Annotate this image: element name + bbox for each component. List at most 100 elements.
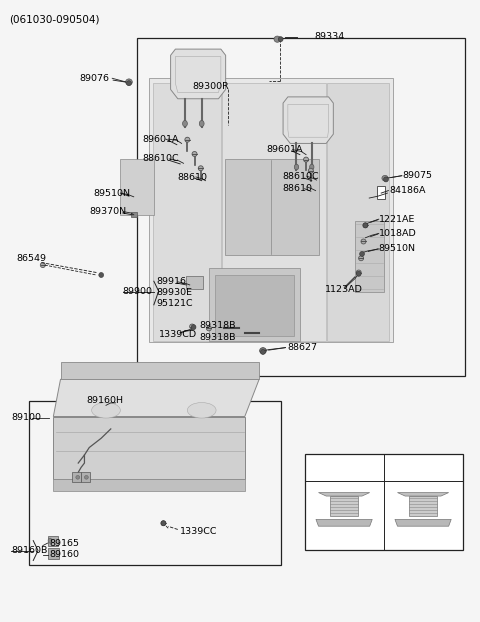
Polygon shape [283,97,333,144]
Polygon shape [327,83,389,341]
Text: 88610C: 88610C [142,154,179,164]
Ellipse shape [261,350,265,355]
Ellipse shape [190,324,194,329]
Polygon shape [209,267,300,341]
Polygon shape [153,83,221,341]
Ellipse shape [99,272,104,277]
Polygon shape [316,519,372,526]
Polygon shape [222,83,326,341]
Polygon shape [53,478,245,491]
Bar [29,401,281,565]
Polygon shape [397,493,449,496]
FancyArrowPatch shape [278,38,280,40]
Polygon shape [319,493,370,496]
Polygon shape [225,159,319,255]
Ellipse shape [360,251,364,256]
Ellipse shape [187,402,216,418]
Ellipse shape [48,538,52,543]
Ellipse shape [356,270,361,275]
Text: 95121C: 95121C [156,299,193,308]
Ellipse shape [161,521,166,526]
Polygon shape [53,379,259,417]
Text: 1221AE: 1221AE [379,215,415,224]
Ellipse shape [161,521,166,526]
Text: 89160H: 89160H [86,396,123,406]
Text: 89916: 89916 [156,277,186,286]
Polygon shape [395,519,451,526]
Ellipse shape [191,325,196,330]
Bar [131,211,137,217]
Text: 89075: 89075 [403,171,433,180]
Ellipse shape [363,223,368,228]
Text: 1123AD: 1123AD [325,285,363,294]
Bar [48,536,58,545]
Ellipse shape [294,164,299,170]
Text: 89900: 89900 [123,287,153,295]
Bar [305,453,463,550]
Text: 89601A: 89601A [266,145,303,154]
Text: 89160B: 89160B [11,546,48,555]
Text: 89601A: 89601A [142,134,179,144]
Bar [137,38,465,376]
Text: 89318B: 89318B [199,333,236,341]
Text: 88627: 88627 [287,343,317,352]
Ellipse shape [182,121,187,127]
Text: 86549: 86549 [16,254,46,263]
FancyArrowPatch shape [263,350,266,352]
Ellipse shape [356,271,361,276]
Ellipse shape [127,81,132,86]
Ellipse shape [274,36,281,42]
Text: 89076: 89076 [80,74,109,83]
Polygon shape [355,221,384,292]
Ellipse shape [192,152,197,157]
Polygon shape [409,496,437,516]
Polygon shape [60,362,259,379]
Text: 89165: 89165 [49,539,80,547]
Text: 1018AD: 1018AD [379,229,417,238]
Ellipse shape [363,223,368,228]
Text: 89334: 89334 [314,32,345,41]
Polygon shape [170,49,226,99]
Bar [81,471,90,481]
Text: 89370N: 89370N [89,207,126,216]
Ellipse shape [126,79,132,85]
Ellipse shape [384,177,388,182]
Polygon shape [120,159,154,215]
Ellipse shape [40,262,45,267]
Ellipse shape [308,169,313,173]
Text: 1243KH: 1243KH [326,463,362,471]
Bar [377,185,385,199]
Text: 89510N: 89510N [93,188,130,198]
Text: 1339CD: 1339CD [158,330,197,339]
Text: 88610: 88610 [282,183,312,193]
Ellipse shape [84,475,88,479]
Text: 89318B: 89318B [199,322,236,330]
Text: 89510N: 89510N [379,244,416,253]
Ellipse shape [199,121,204,127]
Text: 89930E: 89930E [156,288,192,297]
Text: (061030-090504): (061030-090504) [9,14,100,24]
Text: 1339CC: 1339CC [180,527,217,536]
Ellipse shape [359,256,363,261]
Bar [72,471,81,481]
Ellipse shape [303,157,309,162]
Ellipse shape [185,137,190,142]
Text: 1249LB: 1249LB [406,463,440,471]
Ellipse shape [278,37,283,42]
Polygon shape [149,78,393,342]
Ellipse shape [361,239,366,244]
Ellipse shape [260,348,266,354]
Text: 89100: 89100 [11,413,41,422]
Ellipse shape [92,402,120,418]
Ellipse shape [310,164,314,170]
Bar [48,548,59,559]
Polygon shape [330,496,358,516]
Ellipse shape [198,166,203,171]
Text: 88610C: 88610C [282,172,319,182]
Text: 89160: 89160 [49,550,80,559]
Polygon shape [215,275,294,336]
Ellipse shape [206,326,211,331]
Ellipse shape [382,175,388,181]
Polygon shape [53,417,245,478]
Bar [186,276,203,289]
